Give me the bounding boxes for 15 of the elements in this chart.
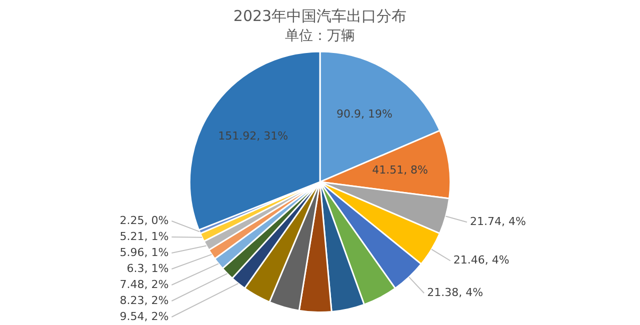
data-label: 90.9, 19% [336, 107, 392, 120]
data-label: 41.51, 8% [372, 164, 428, 177]
chart-subtitle: 单位：万辆 [285, 28, 355, 44]
data-label: 5.96, 1% [120, 246, 169, 259]
data-label: 2.25, 0% [120, 214, 169, 227]
data-label: 8.23, 2% [120, 294, 169, 307]
data-label: 21.38, 4% [427, 286, 484, 300]
data-label: 21.46, 4% [453, 254, 510, 267]
data-label: 5.21, 1% [120, 230, 169, 243]
data-label: 151.92, 31% [218, 129, 288, 142]
data-label: 7.48, 2% [120, 278, 169, 291]
data-label: 6.3, 1% [126, 262, 169, 275]
chart-title: 2023年中国汽车出口分布 [233, 6, 407, 25]
data-label: 9.54, 2% [120, 310, 169, 323]
data-label: 21.74, 4% [470, 214, 526, 228]
